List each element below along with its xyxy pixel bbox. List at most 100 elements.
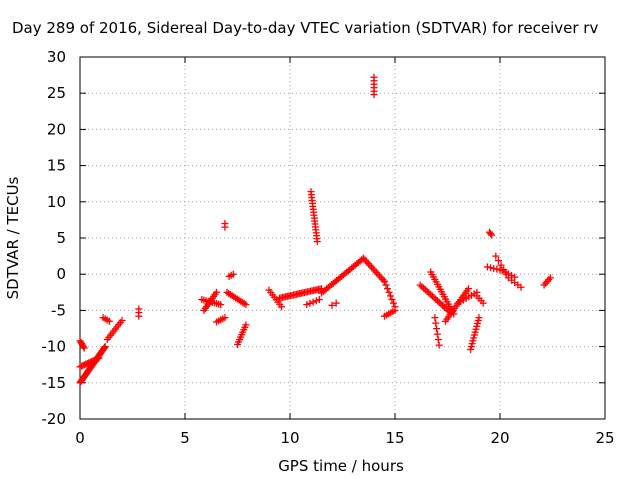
- data-point: [306, 299, 314, 307]
- data-point: [546, 274, 554, 282]
- data-point: [494, 257, 502, 265]
- y-tick-label: -15: [42, 374, 67, 392]
- data-point: [435, 341, 443, 349]
- data-point: [95, 354, 103, 362]
- x-tick-label: 15: [385, 429, 404, 447]
- y-tick-label: 15: [47, 157, 66, 175]
- data-point: [213, 288, 220, 296]
- data-point: [439, 302, 447, 310]
- data-point: [501, 268, 509, 276]
- data-point: [388, 296, 396, 304]
- data-point: [387, 292, 394, 300]
- data-point: [420, 284, 428, 292]
- data-point: [382, 281, 390, 289]
- y-tick-label: 20: [47, 120, 66, 138]
- data-point: [217, 301, 225, 309]
- y-tick-label: 0: [56, 265, 66, 283]
- data-point: [490, 264, 498, 272]
- data-point: [421, 286, 429, 294]
- data-point: [118, 317, 126, 325]
- data-point: [242, 301, 250, 309]
- data-point: [428, 292, 436, 300]
- data-point: [101, 343, 109, 351]
- data-point: [369, 265, 377, 273]
- data-point: [423, 287, 431, 295]
- data-point: [479, 299, 487, 307]
- data-point: [381, 277, 388, 285]
- data-point: [332, 299, 340, 307]
- data-point: [80, 344, 88, 352]
- data-point: [135, 312, 143, 320]
- data-point: [390, 299, 397, 307]
- data-point: [312, 297, 320, 305]
- data-point: [377, 274, 385, 282]
- data-point: [433, 330, 441, 338]
- data-point: [492, 252, 500, 260]
- data-point: [221, 314, 229, 322]
- data-point: [433, 325, 441, 333]
- data-point: [93, 355, 101, 363]
- data-point: [465, 285, 472, 293]
- data-point: [313, 238, 321, 246]
- data-point: [379, 276, 387, 284]
- y-tick-label: 25: [47, 84, 66, 102]
- y-tick-label: -20: [42, 410, 67, 428]
- data-point: [430, 294, 438, 302]
- data-point: [418, 283, 426, 291]
- plot-frame: [79, 56, 606, 420]
- chart-title: Day 289 of 2016, Sidereal Day-to-day VTE…: [12, 19, 598, 37]
- data-point: [385, 288, 393, 296]
- data-point: [487, 264, 495, 272]
- data-point: [427, 291, 435, 299]
- gridlines: [80, 57, 605, 419]
- data-point: [433, 297, 441, 305]
- data-point: [361, 256, 369, 264]
- x-axis-label: GPS time / hours: [278, 457, 404, 475]
- data-point: [437, 300, 445, 308]
- y-tick-label: 5: [56, 229, 66, 247]
- data-point: [368, 263, 376, 271]
- data-point: [493, 265, 501, 273]
- data-point: [370, 91, 378, 99]
- y-tick-label: -5: [51, 301, 66, 319]
- data-point: [366, 261, 374, 269]
- data-point: [384, 285, 391, 293]
- y-tick-label: -10: [42, 338, 67, 356]
- data-point: [242, 321, 250, 329]
- y-tick-label: 10: [47, 193, 66, 211]
- data-point: [432, 319, 440, 327]
- data-point: [391, 306, 399, 314]
- data-point: [328, 301, 336, 309]
- x-tick-label: 20: [490, 429, 509, 447]
- data-point: [487, 230, 495, 238]
- data-point: [278, 303, 286, 311]
- x-tick-label: 25: [595, 429, 614, 447]
- data-point: [434, 336, 442, 344]
- data-point: [483, 263, 491, 271]
- x-tick-label: 10: [280, 429, 299, 447]
- data-point: [221, 220, 229, 228]
- data-point: [371, 267, 379, 275]
- x-tick-label: 0: [75, 429, 85, 447]
- data-point: [498, 267, 506, 275]
- data-point: [488, 231, 496, 239]
- y-axis-label: SDTVAR / TECUs: [4, 176, 22, 299]
- data-point: [374, 270, 382, 278]
- data-point: [475, 314, 483, 322]
- data-point: [425, 289, 433, 297]
- data-point: [229, 270, 237, 278]
- y-tick-label: 30: [47, 48, 66, 66]
- data-point: [303, 301, 311, 309]
- data-point: [497, 261, 505, 269]
- data-point: [364, 260, 372, 268]
- data-point: [435, 298, 443, 306]
- data-point: [309, 298, 317, 306]
- data-point: [432, 295, 440, 303]
- data-series: [76, 73, 554, 387]
- axis-ticks: 0 5 10 15 20 25 -20 -15 -10 -5 0 5 10 15 20 25 30: [42, 48, 615, 447]
- data-point: [416, 281, 424, 289]
- data-point: [376, 272, 384, 280]
- data-point: [431, 314, 439, 322]
- x-tick-label: 5: [180, 429, 190, 447]
